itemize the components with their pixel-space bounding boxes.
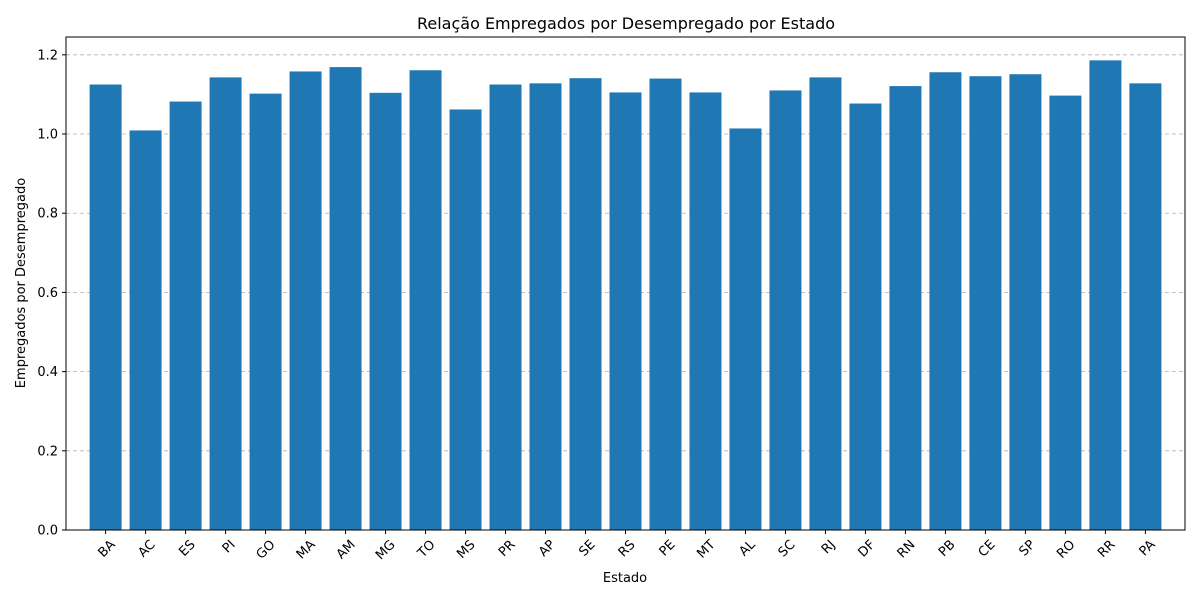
- bar-rs: [609, 92, 642, 531]
- y-axis-ticks: 0.0 0.2 0.4 0.6 0.8 1.0 1.2: [37, 48, 66, 539]
- bar-ce: [969, 76, 1002, 531]
- bar-rn: [889, 86, 922, 531]
- bar-pi: [209, 77, 242, 531]
- bar-ba: [89, 84, 122, 531]
- bar-ro: [1049, 95, 1082, 530]
- bar-to: [409, 70, 442, 531]
- bar-se: [569, 78, 602, 531]
- y-tick-label: 1.0: [37, 128, 58, 143]
- plot-frame: [65, 36, 1186, 531]
- y-tick-label: 0.8: [37, 207, 58, 222]
- bar-pb: [929, 72, 962, 531]
- bar-df: [849, 103, 882, 530]
- bar-pe: [649, 78, 682, 531]
- bar-pa: [1129, 83, 1162, 530]
- chart-title: Relação Empregados por Desempregado por …: [417, 14, 835, 33]
- y-tick-label: 0.0: [37, 524, 58, 539]
- bar-go: [249, 93, 282, 530]
- bar-mg: [369, 92, 402, 530]
- bar-al: [729, 128, 762, 530]
- bar-ms: [449, 109, 482, 530]
- x-axis-label: Estado: [603, 571, 647, 586]
- bar-am: [329, 67, 362, 530]
- bar-sc: [769, 90, 802, 531]
- y-tick-label: 0.4: [37, 365, 58, 380]
- bar-rj: [809, 77, 842, 531]
- bar-sp: [1009, 74, 1042, 531]
- bar-mt: [689, 92, 722, 531]
- bars: [89, 60, 1162, 531]
- y-tick-label: 1.2: [37, 48, 58, 63]
- y-tick-label: 0.6: [37, 286, 58, 301]
- bar-ac: [129, 130, 162, 530]
- bar-ap: [529, 83, 562, 530]
- y-tick-label: 0.2: [37, 444, 58, 459]
- y-axis-label: Empregados por Desempregado: [14, 178, 29, 388]
- bar-pr: [489, 84, 522, 531]
- bar-es: [169, 101, 202, 530]
- bar-rr: [1089, 60, 1122, 531]
- bar-ma: [289, 71, 322, 531]
